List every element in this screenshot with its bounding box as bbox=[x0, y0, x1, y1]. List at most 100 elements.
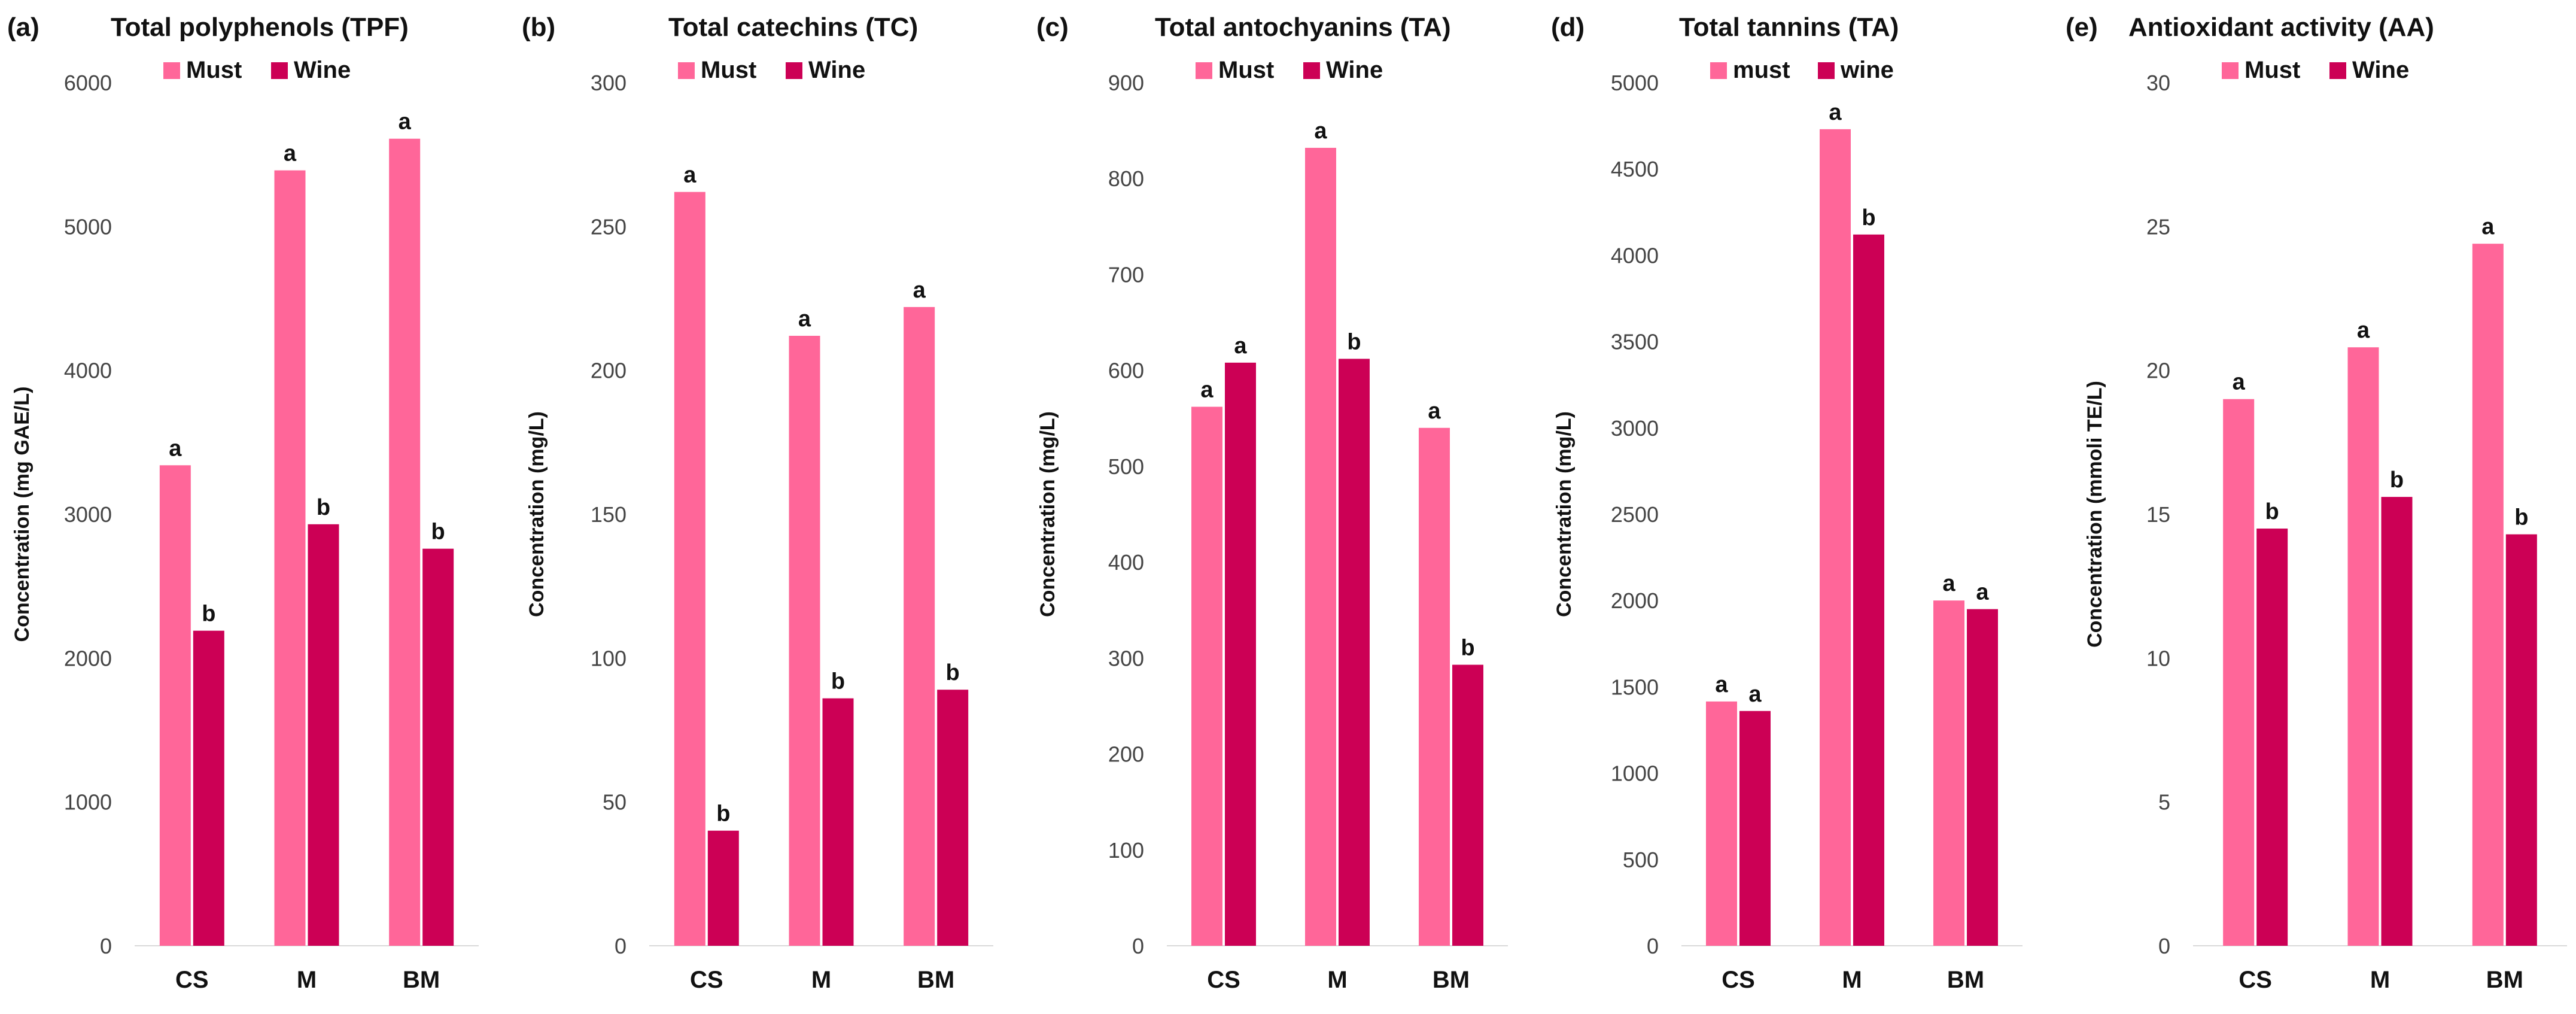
legend-swatch-wine bbox=[786, 62, 802, 79]
panel-label: (b) bbox=[522, 13, 555, 42]
legend-label-must: must bbox=[1733, 57, 1790, 83]
bar-must-cs bbox=[1191, 406, 1222, 946]
y-tick-label: 2000 bbox=[1611, 588, 1659, 613]
bar-wine-m bbox=[1339, 359, 1370, 946]
bar-wine-bm bbox=[2505, 534, 2537, 946]
y-tick-label: 100 bbox=[591, 646, 626, 670]
x-category-label: M bbox=[811, 967, 831, 993]
bar-wine-m bbox=[822, 698, 854, 946]
x-category-label: CS bbox=[1207, 967, 1240, 993]
panel-label: (d) bbox=[1551, 13, 1584, 42]
significance-label: a bbox=[683, 163, 697, 188]
significance-label: b bbox=[2265, 499, 2279, 524]
bar-must-cs bbox=[674, 192, 705, 946]
y-tick-label: 4000 bbox=[1611, 243, 1659, 268]
x-category-label: CS bbox=[175, 967, 209, 993]
y-tick-label: 600 bbox=[1108, 359, 1144, 383]
y-axis-label: Concentration (mg GAE/L) bbox=[11, 387, 34, 642]
x-category-label: BM bbox=[1947, 967, 1984, 993]
legend-swatch-must bbox=[1710, 62, 1727, 79]
y-tick-label: 6000 bbox=[64, 71, 112, 95]
y-axis-label: Concentration (mg/L) bbox=[525, 411, 548, 617]
panel-label: (c) bbox=[1036, 13, 1069, 42]
bar-must-bm bbox=[904, 306, 935, 946]
bar-must-bm bbox=[1419, 427, 1450, 946]
y-tick-label: 3000 bbox=[1611, 416, 1659, 441]
legend-label-must: Must bbox=[1218, 57, 1274, 83]
significance-label: a bbox=[913, 278, 926, 303]
bar-wine-cs bbox=[1739, 711, 1771, 946]
significance-label: a bbox=[1748, 682, 1762, 707]
bar-must-m bbox=[1820, 129, 1851, 946]
y-tick-label: 3000 bbox=[64, 502, 112, 527]
bar-must-cs bbox=[1706, 701, 1737, 946]
significance-label: b bbox=[431, 520, 445, 545]
legend-label-wine: Wine bbox=[294, 57, 351, 83]
bar-wine-cs bbox=[2256, 529, 2288, 946]
bar-must-cs bbox=[159, 465, 191, 946]
y-tick-label: 5000 bbox=[64, 214, 112, 239]
legend-swatch-must bbox=[2222, 62, 2239, 79]
bar-wine-m bbox=[2381, 497, 2413, 946]
significance-label: a bbox=[284, 141, 297, 166]
y-tick-label: 0 bbox=[1647, 934, 1659, 958]
y-tick-label: 50 bbox=[603, 790, 626, 815]
x-category-label: M bbox=[297, 967, 317, 993]
significance-label: b bbox=[2514, 505, 2528, 530]
significance-label: a bbox=[2481, 214, 2495, 239]
bar-wine-bm bbox=[1967, 609, 1998, 946]
legend-label-wine: Wine bbox=[808, 57, 865, 83]
y-tick-label: 5 bbox=[2158, 790, 2170, 815]
significance-label: b bbox=[202, 602, 215, 627]
significance-label: b bbox=[2390, 467, 2404, 493]
y-tick-label: 15 bbox=[2146, 502, 2170, 527]
y-tick-label: 4000 bbox=[64, 359, 112, 383]
significance-label: a bbox=[1715, 672, 1728, 697]
significance-label: b bbox=[1862, 205, 1875, 230]
y-tick-label: 500 bbox=[1623, 848, 1659, 872]
legend-swatch-wine bbox=[1303, 62, 1320, 79]
bar-must-bm bbox=[389, 138, 421, 946]
significance-label: a bbox=[1234, 333, 1247, 359]
y-tick-label: 1000 bbox=[1611, 761, 1659, 786]
x-category-label: BM bbox=[917, 967, 954, 993]
significance-label: a bbox=[798, 306, 811, 332]
significance-label: a bbox=[1976, 580, 1989, 605]
y-tick-label: 5000 bbox=[1611, 71, 1659, 95]
significance-label: b bbox=[946, 660, 960, 685]
y-tick-label: 30 bbox=[2146, 71, 2170, 95]
significance-label: a bbox=[1942, 571, 1955, 596]
bar-wine-bm bbox=[937, 690, 969, 946]
panel-label: (e) bbox=[2066, 13, 2098, 42]
bar-must-bm bbox=[2472, 244, 2504, 946]
y-tick-label: 300 bbox=[591, 71, 626, 95]
legend-label-must: Must bbox=[2245, 57, 2300, 83]
y-tick-label: 3500 bbox=[1611, 330, 1659, 354]
legend-swatch-must bbox=[678, 62, 695, 79]
y-tick-label: 400 bbox=[1108, 550, 1144, 575]
legend-label-must: Must bbox=[186, 57, 242, 83]
legend-label-must: Must bbox=[701, 57, 756, 83]
bar-wine-m bbox=[308, 524, 339, 946]
y-tick-label: 1000 bbox=[64, 790, 112, 815]
y-axis-label: Concentration (mg/L) bbox=[1036, 411, 1059, 617]
bar-must-bm bbox=[1933, 600, 1964, 946]
significance-label: a bbox=[169, 436, 182, 461]
y-axis-label: Concentration (mmoli TE/L) bbox=[2084, 381, 2106, 648]
bar-must-m bbox=[789, 335, 820, 946]
x-category-label: BM bbox=[2486, 967, 2523, 993]
y-tick-label: 0 bbox=[1132, 934, 1144, 958]
x-category-label: CS bbox=[2239, 967, 2272, 993]
x-category-label: BM bbox=[403, 967, 440, 993]
y-tick-label: 250 bbox=[591, 214, 626, 239]
bar-wine-cs bbox=[1225, 362, 1256, 946]
y-tick-label: 2000 bbox=[64, 646, 112, 670]
bar-wine-bm bbox=[422, 548, 454, 946]
y-tick-label: 20 bbox=[2146, 359, 2170, 383]
legend-swatch-wine bbox=[2329, 62, 2346, 79]
legend-swatch-must bbox=[1196, 62, 1212, 79]
significance-label: a bbox=[399, 110, 412, 135]
y-axis-label: Concentration (mg/L) bbox=[1553, 411, 1576, 617]
y-tick-label: 150 bbox=[591, 502, 626, 527]
significance-label: b bbox=[1461, 636, 1474, 661]
